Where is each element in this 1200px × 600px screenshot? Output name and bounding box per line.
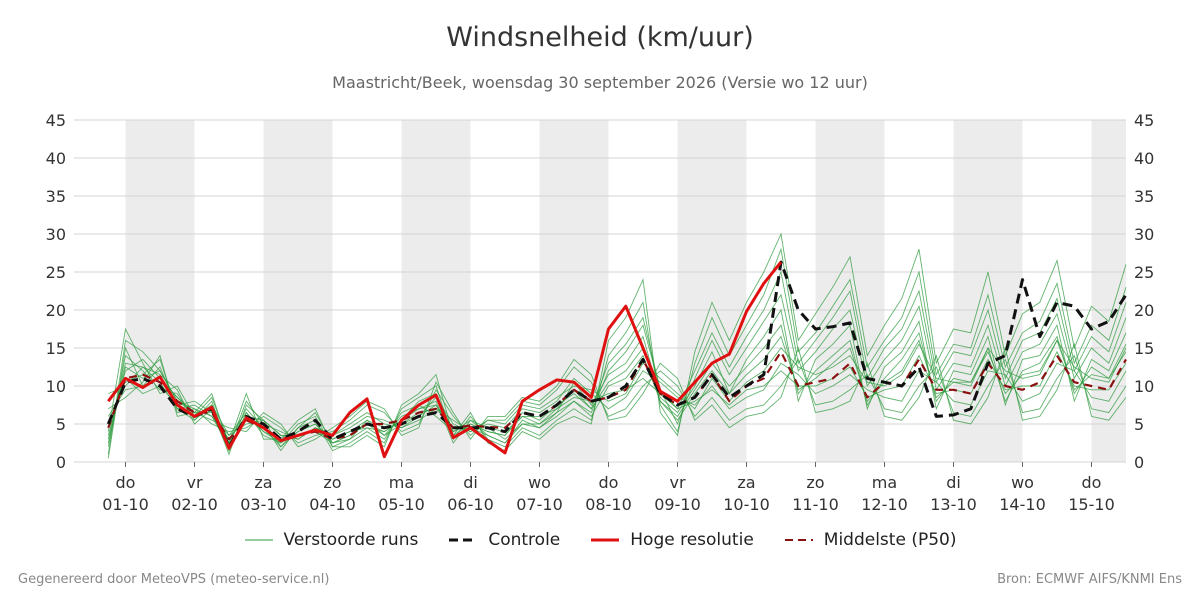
day-band bbox=[953, 120, 1023, 462]
x-tick-date: 10-10 bbox=[723, 495, 770, 514]
ensemble-run-8 bbox=[108, 342, 1127, 448]
y-tick-label-right: 35 bbox=[1134, 187, 1154, 206]
highres-line bbox=[107, 261, 783, 459]
legend-swatch-perturbed bbox=[244, 539, 273, 541]
x-tick-date: 05-10 bbox=[378, 495, 425, 514]
legend-item-highres: Hoge resolutie bbox=[590, 530, 754, 550]
x-tick-date: 03-10 bbox=[240, 495, 287, 514]
y-tick-label-right: 5 bbox=[1134, 415, 1144, 434]
y-tick-label-left: 10 bbox=[46, 377, 66, 396]
y-axis-left: 0 5 10 15 20 25 30 35 40 45 bbox=[46, 111, 66, 472]
ensemble-run-12 bbox=[107, 335, 1127, 459]
x-tick-date: 14-10 bbox=[999, 495, 1046, 514]
y-tick-label-right: 15 bbox=[1134, 339, 1154, 358]
x-tick-date: 12-10 bbox=[861, 495, 908, 514]
x-tick-day: di bbox=[463, 473, 478, 492]
y-tick-label-left: 45 bbox=[46, 111, 66, 130]
y-tick-label-right: 25 bbox=[1134, 263, 1154, 282]
x-tick-day: do bbox=[1082, 473, 1102, 492]
y-tick-label-left: 25 bbox=[46, 263, 66, 282]
x-tick-date: 08-10 bbox=[585, 495, 632, 514]
y-tick-label-right: 0 bbox=[1134, 453, 1144, 472]
x-tick-day: zo bbox=[806, 473, 824, 492]
legend-item-control: Controle bbox=[448, 530, 560, 550]
x-tick-day: vr bbox=[669, 473, 685, 492]
weekend-bands bbox=[125, 120, 1126, 462]
y-tick-label-right: 40 bbox=[1134, 149, 1154, 168]
x-tick-day: zo bbox=[323, 473, 341, 492]
ensemble-run-5 bbox=[107, 247, 1127, 455]
x-tick-date: 13-10 bbox=[930, 495, 977, 514]
x-tick-day: di bbox=[946, 473, 961, 492]
ensemble-run-11 bbox=[108, 270, 1127, 444]
x-tick-date: 06-10 bbox=[447, 495, 494, 514]
x-axis: do 01-10 vr 02-10 za 03-10 zo 04-10 ma 05-10 di 06-… bbox=[102, 462, 1115, 514]
y-tick-label-left: 35 bbox=[46, 187, 66, 206]
x-tick-day: vr bbox=[186, 473, 202, 492]
y-tick-label-left: 20 bbox=[46, 301, 66, 320]
ensemble-run-1 bbox=[107, 324, 1127, 448]
ensemble-run-7 bbox=[107, 308, 1127, 456]
legend-label-median: Middelste (P50) bbox=[823, 530, 957, 550]
y-axis-right: 0 5 10 15 20 25 30 35 40 45 bbox=[1134, 111, 1154, 472]
x-tick-date: 15-10 bbox=[1068, 495, 1115, 514]
y-tick-label-right: 45 bbox=[1134, 111, 1154, 130]
x-tick-day: wo bbox=[1011, 473, 1034, 492]
footer-source: Bron: ECMWF AIFS/KNMI Ens bbox=[997, 572, 1182, 587]
grid-lines bbox=[74, 119, 1126, 463]
legend-item-perturbed: Verstoorde runs bbox=[244, 530, 419, 550]
x-tick-date: 01-10 bbox=[102, 495, 149, 514]
legend-swatch-control bbox=[449, 538, 478, 542]
y-tick-label-left: 5 bbox=[56, 415, 66, 434]
legend-label-perturbed: Verstoorde runs bbox=[283, 530, 419, 550]
y-tick-label-right: 10 bbox=[1134, 377, 1154, 396]
y-tick-label-right: 30 bbox=[1134, 225, 1154, 244]
x-tick-day: za bbox=[254, 473, 272, 492]
x-tick-date: 11-10 bbox=[792, 495, 839, 514]
x-tick-day: do bbox=[116, 473, 136, 492]
y-tick-label-right: 20 bbox=[1134, 301, 1154, 320]
x-tick-date: 04-10 bbox=[309, 495, 356, 514]
y-tick-label-left: 15 bbox=[46, 339, 66, 358]
chart-title: Windsnelheid (km/uur) bbox=[446, 22, 754, 53]
legend-label-control: Controle bbox=[488, 530, 561, 550]
chart-canvas: 0 5 10 15 20 25 30 35 40 45 0 5 10 15 20 25 30 35 40 45 do… bbox=[46, 111, 1155, 514]
x-tick-day: ma bbox=[872, 473, 897, 492]
y-tick-label-left: 40 bbox=[46, 149, 66, 168]
control-line bbox=[106, 260, 1128, 449]
legend-item-median: Middelste (P50) bbox=[784, 530, 957, 550]
x-tick-day: do bbox=[599, 473, 619, 492]
footer-generated-by: Gegenereerd door MeteoVPS (meteo-service… bbox=[18, 572, 330, 587]
y-tick-label-left: 0 bbox=[56, 453, 66, 472]
main-series bbox=[106, 260, 1128, 459]
day-band bbox=[1091, 120, 1126, 462]
x-tick-day: za bbox=[737, 473, 755, 492]
legend-label-highres: Hoge resolutie bbox=[630, 530, 754, 550]
x-tick-date: 02-10 bbox=[171, 495, 218, 514]
ensemble-run-10 bbox=[107, 339, 1127, 448]
legend: Verstoorde runs Controle Hoge resolutie … bbox=[0, 530, 1200, 550]
day-band bbox=[263, 120, 333, 462]
y-tick-label-left: 30 bbox=[46, 225, 66, 244]
legend-swatch-median bbox=[784, 539, 813, 541]
chart-subtitle: Maastricht/Beek, woensdag 30 september 2… bbox=[332, 73, 868, 92]
day-band bbox=[677, 120, 747, 462]
x-tick-day: ma bbox=[389, 473, 414, 492]
x-tick-date: 07-10 bbox=[516, 495, 563, 514]
x-tick-day: wo bbox=[528, 473, 551, 492]
legend-swatch-highres bbox=[591, 538, 620, 542]
x-tick-date: 09-10 bbox=[654, 495, 701, 514]
